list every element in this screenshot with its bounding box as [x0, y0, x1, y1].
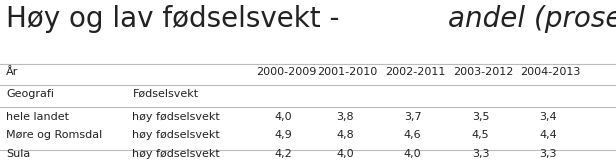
- Text: Sula: Sula: [6, 149, 30, 159]
- Text: 3,3: 3,3: [540, 149, 557, 159]
- Text: 4,4: 4,4: [540, 130, 557, 140]
- Text: høy fødselsvekt: høy fødselsvekt: [132, 130, 220, 140]
- Text: 4,6: 4,6: [404, 130, 421, 140]
- Text: 4,5: 4,5: [472, 130, 489, 140]
- Text: 4,0: 4,0: [275, 112, 292, 122]
- Text: 3,8: 3,8: [336, 112, 354, 122]
- Text: 2001-2010: 2001-2010: [317, 67, 378, 77]
- Text: 2000-2009: 2000-2009: [256, 67, 316, 77]
- Text: hele landet: hele landet: [6, 112, 69, 122]
- Text: andel (prosent): andel (prosent): [448, 5, 616, 33]
- Text: 4,8: 4,8: [336, 130, 354, 140]
- Text: 2002-2011: 2002-2011: [385, 67, 445, 77]
- Text: Geografi: Geografi: [6, 89, 54, 99]
- Text: År: År: [6, 67, 18, 77]
- Text: 3,7: 3,7: [404, 112, 421, 122]
- Text: 2004-2013: 2004-2013: [521, 67, 581, 77]
- Text: høy fødselsvekt: høy fødselsvekt: [132, 149, 220, 159]
- Text: Møre og Romsdal: Møre og Romsdal: [6, 130, 102, 140]
- Text: Fødselsvekt: Fødselsvekt: [132, 89, 198, 99]
- Text: 4,9: 4,9: [275, 130, 292, 140]
- Text: 3,4: 3,4: [540, 112, 557, 122]
- Text: 4,0: 4,0: [336, 149, 354, 159]
- Text: 2003-2012: 2003-2012: [453, 67, 513, 77]
- Text: 4,2: 4,2: [275, 149, 292, 159]
- Text: høy fødselsvekt: høy fødselsvekt: [132, 112, 220, 122]
- Text: 3,5: 3,5: [472, 112, 489, 122]
- Text: 3,3: 3,3: [472, 149, 489, 159]
- Text: Høy og lav fødselsvekt -: Høy og lav fødselsvekt -: [6, 5, 349, 33]
- Text: 4,0: 4,0: [404, 149, 421, 159]
